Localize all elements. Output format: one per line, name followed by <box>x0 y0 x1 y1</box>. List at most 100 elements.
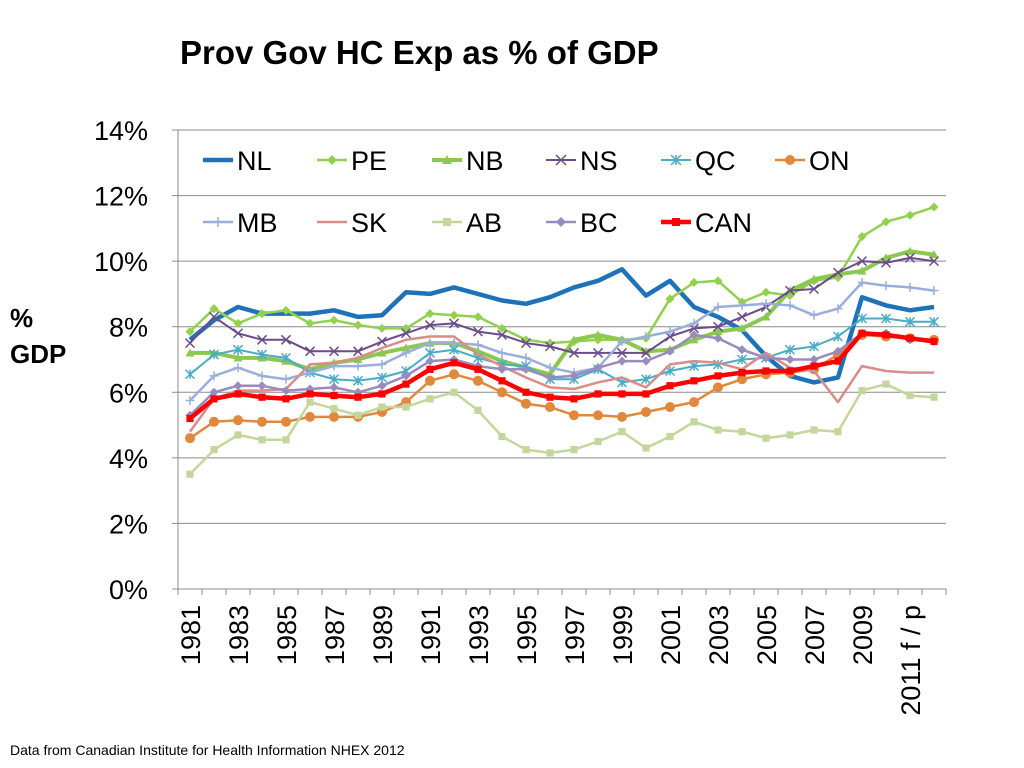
data-point-qc <box>688 361 700 372</box>
data-point-ns <box>712 321 724 332</box>
data-point-pe <box>665 294 675 304</box>
data-point-ns <box>640 347 652 358</box>
data-point-on <box>617 411 627 422</box>
data-point-pe <box>497 323 507 333</box>
data-point-can <box>330 391 338 400</box>
data-point-ab <box>234 431 242 439</box>
x-tick-label: 2001 <box>656 605 686 665</box>
data-point-ns <box>184 338 196 349</box>
data-point-ab <box>498 432 506 441</box>
legend-marker-pe <box>327 155 337 165</box>
legend-item-can: CAN <box>661 208 752 238</box>
data-point-ab <box>546 449 554 457</box>
data-point-can <box>306 390 314 398</box>
data-point-on <box>569 410 579 421</box>
data-point-can <box>594 390 602 398</box>
data-point-nb <box>905 246 915 255</box>
legend-label-sk: SK <box>351 208 387 238</box>
legend-item-bc: BC <box>546 208 618 238</box>
data-point-mb <box>761 299 771 309</box>
data-point-mb <box>497 348 507 358</box>
y-axis-label-line-1: % <box>10 303 34 333</box>
data-point-can <box>378 390 386 398</box>
y-tick-label: 2% <box>109 509 148 539</box>
legend-marker-ns <box>555 154 567 166</box>
legend-item-on: ON <box>775 146 850 176</box>
data-point-mb <box>689 318 699 328</box>
data-point-bc <box>809 355 819 364</box>
x-tick-label: 1997 <box>560 605 590 665</box>
data-point-ns <box>304 346 316 357</box>
x-tick-label: 1995 <box>512 605 542 665</box>
data-point-ab <box>738 428 746 436</box>
data-point-ns <box>808 283 820 295</box>
data-point-mb <box>929 286 939 296</box>
data-point-mb <box>881 281 891 291</box>
data-point-ns <box>400 328 412 339</box>
series-can <box>186 329 938 423</box>
data-point-bc <box>401 371 411 381</box>
data-point-pe <box>905 210 915 220</box>
data-point-ab <box>786 431 794 439</box>
data-point-ab <box>354 411 362 419</box>
legend-item-sk: SK <box>317 208 387 238</box>
legend-item-ns: NS <box>546 146 618 176</box>
data-point-mb <box>305 368 315 378</box>
data-point-nb <box>929 250 939 259</box>
data-point-qc <box>256 349 268 360</box>
data-point-pe <box>377 323 387 333</box>
x-tick-label: 1993 <box>464 605 494 665</box>
data-point-on <box>329 411 339 422</box>
data-point-ns <box>664 331 676 342</box>
chart-title: Prov Gov HC Exp as % of GDP <box>180 34 659 71</box>
data-point-ns <box>424 320 436 331</box>
data-point-pe <box>209 304 219 314</box>
data-point-ns <box>928 256 940 267</box>
data-point-qc <box>808 341 820 352</box>
data-point-ns <box>880 257 892 268</box>
data-point-bc <box>713 333 723 343</box>
legend-item-qc: QC <box>661 146 736 176</box>
data-point-ab <box>306 398 314 406</box>
gridlines <box>178 129 946 524</box>
legend-label-ab: AB <box>466 208 502 238</box>
data-point-ab <box>186 470 194 478</box>
legend-item-nb: NB <box>432 146 504 176</box>
y-tick-label: 4% <box>109 444 148 474</box>
data-point-qc <box>376 372 388 383</box>
y-tick-label: 0% <box>109 575 148 605</box>
data-point-ns <box>448 318 460 329</box>
x-tick-label: 2005 <box>752 605 782 665</box>
data-point-ab <box>330 405 338 413</box>
data-point-ns <box>208 311 220 322</box>
data-point-mb <box>785 300 795 310</box>
series-sk <box>188 335 934 433</box>
data-point-pe <box>449 310 459 320</box>
data-point-ab <box>378 403 386 411</box>
y-tick-label: 8% <box>109 313 148 343</box>
data-point-mb <box>377 359 387 369</box>
data-point-on <box>281 416 291 427</box>
data-point-mb <box>521 353 531 363</box>
data-point-qc <box>928 316 940 327</box>
legend-label-ns: NS <box>580 146 618 176</box>
x-tick-label: 2011 f / p <box>896 605 926 716</box>
data-point-pe <box>473 312 483 322</box>
data-point-can <box>570 395 578 403</box>
data-point-bc <box>329 382 339 392</box>
data-point-ns <box>568 347 580 358</box>
legend-label-can: CAN <box>695 208 752 238</box>
data-point-on <box>641 406 651 417</box>
data-point-bc <box>617 356 627 366</box>
data-point-ab <box>618 428 626 436</box>
data-point-bc <box>737 345 747 355</box>
data-point-nb <box>569 335 579 344</box>
data-point-mb <box>401 348 411 358</box>
data-point-can <box>906 334 914 342</box>
data-point-ns <box>544 341 556 352</box>
data-point-qc <box>736 354 748 365</box>
data-point-can <box>522 388 530 396</box>
series-mb <box>185 277 939 405</box>
data-point-qc <box>904 316 916 327</box>
data-point-qc <box>832 331 844 342</box>
